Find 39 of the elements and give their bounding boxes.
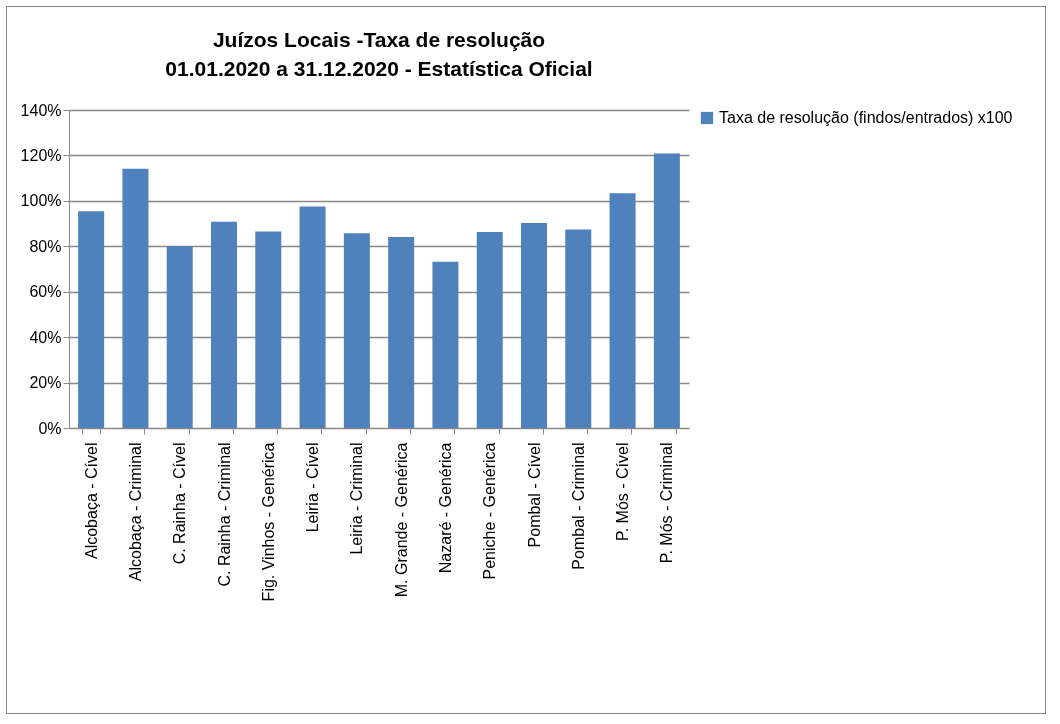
bar: [521, 222, 547, 428]
x-tick-label: Alcobaça - Cível: [82, 442, 100, 559]
bar: [653, 153, 680, 428]
y-tick-label: 40%: [29, 328, 62, 346]
x-tick-label: Nazaré - Genérica: [436, 442, 454, 574]
x-tick-label: C. Rainha - Criminal: [215, 442, 233, 587]
x-tick-label: Pombal - Criminal: [569, 442, 587, 570]
bar: [166, 246, 193, 428]
legend-label: Taxa de resolução (findos/entrados) x100: [719, 109, 1013, 126]
chart-title: Juízos Locais -Taxa de resolução: [212, 28, 546, 51]
bar: [122, 168, 149, 428]
bar: [609, 193, 636, 428]
bar: [211, 221, 237, 428]
y-tick-label: 60%: [29, 283, 62, 301]
y-tick-label: 0%: [38, 419, 62, 437]
x-tick-label: M. Grande - Genérica: [392, 442, 410, 598]
chart-subtitle: 01.01.2020 a 31.12.2020 - Estatística Oficial: [165, 57, 593, 80]
bar: [476, 231, 503, 428]
bar: [565, 229, 592, 428]
bar: [388, 236, 415, 428]
bar: [432, 261, 459, 428]
x-tick-label: Leiria - Cível: [304, 442, 322, 533]
bar: [255, 231, 282, 428]
x-tick-label: Alcobaça - Criminal: [126, 442, 144, 582]
y-tick-label: 100%: [20, 192, 62, 210]
x-tick-label: C. Rainha - Cível: [171, 442, 189, 565]
y-tick-label: 80%: [29, 237, 62, 255]
y-tick-label: 140%: [20, 101, 62, 119]
y-tick-label: 20%: [29, 374, 62, 392]
x-tick-label: P. Mós - Cível: [614, 442, 632, 541]
y-tick-label: 120%: [20, 146, 62, 164]
bar: [78, 211, 105, 428]
x-tick-label: Peniche - Genérica: [481, 442, 499, 580]
x-tick-label: P. Mós - Criminal: [658, 442, 676, 564]
x-tick-label: Leiria - Criminal: [348, 442, 366, 555]
x-tick-label: Fig. Vinhos - Genérica: [259, 442, 277, 602]
bar: [299, 206, 326, 428]
bar: [343, 233, 370, 428]
x-tick-label: Pombal - Cível: [525, 442, 543, 548]
